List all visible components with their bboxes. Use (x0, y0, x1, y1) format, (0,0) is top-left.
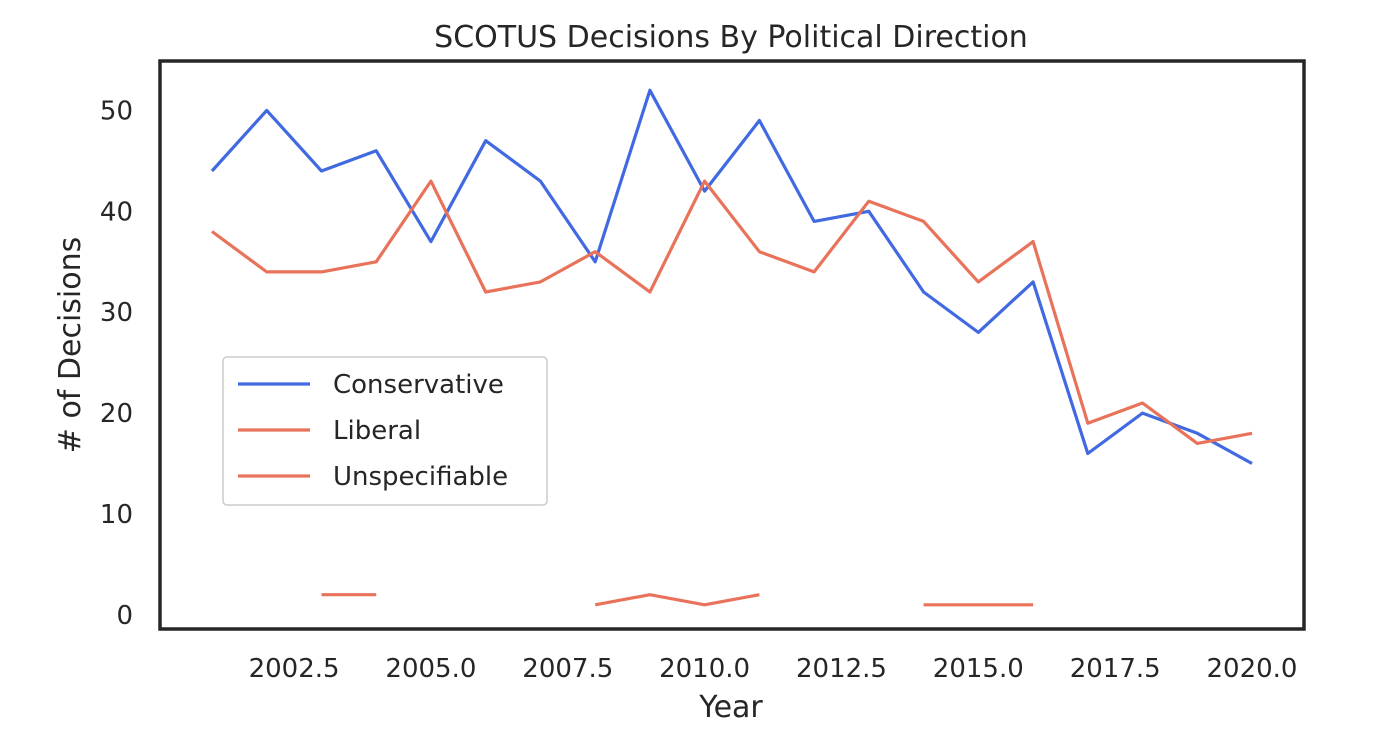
x-tick-label: 2012.5 (796, 654, 887, 684)
chart-title: SCOTUS Decisions By Political Direction (434, 20, 1028, 55)
legend-box (222, 356, 548, 506)
x-axis-label: Year (698, 690, 763, 725)
legend-label-conservative: Conservative (333, 370, 504, 400)
plot-frame (158, 59, 1306, 631)
y-tick-label: 10 (100, 500, 133, 530)
legend-label-unspecifiable: Unspecifiable (333, 462, 508, 492)
x-tick-label: 2015.0 (933, 654, 1024, 684)
series-line-unspecifiable-2 (594, 593, 760, 607)
x-tick-label: 2010.0 (659, 654, 750, 684)
legend-label-liberal: Liberal (333, 416, 421, 446)
x-tick-label: 2002.5 (249, 654, 340, 684)
y-tick-label: 20 (100, 399, 133, 429)
y-tick-label: 50 (100, 96, 133, 126)
y-tick-label: 0 (116, 601, 133, 631)
x-tick-label: 2007.5 (522, 654, 613, 684)
y-tick-label: 40 (100, 197, 133, 227)
x-tick-label: 2005.0 (385, 654, 476, 684)
series-line-conservative (210, 88, 1253, 465)
x-tick-label: 2020.0 (1207, 654, 1298, 684)
series-line-liberal (211, 179, 1253, 445)
y-axis-label: # of Decisions (53, 237, 88, 453)
x-tick-label: 2017.5 (1070, 654, 1161, 684)
y-tick-label: 30 (100, 298, 133, 328)
legend: Conservative Liberal Unspecifiable (222, 356, 548, 506)
